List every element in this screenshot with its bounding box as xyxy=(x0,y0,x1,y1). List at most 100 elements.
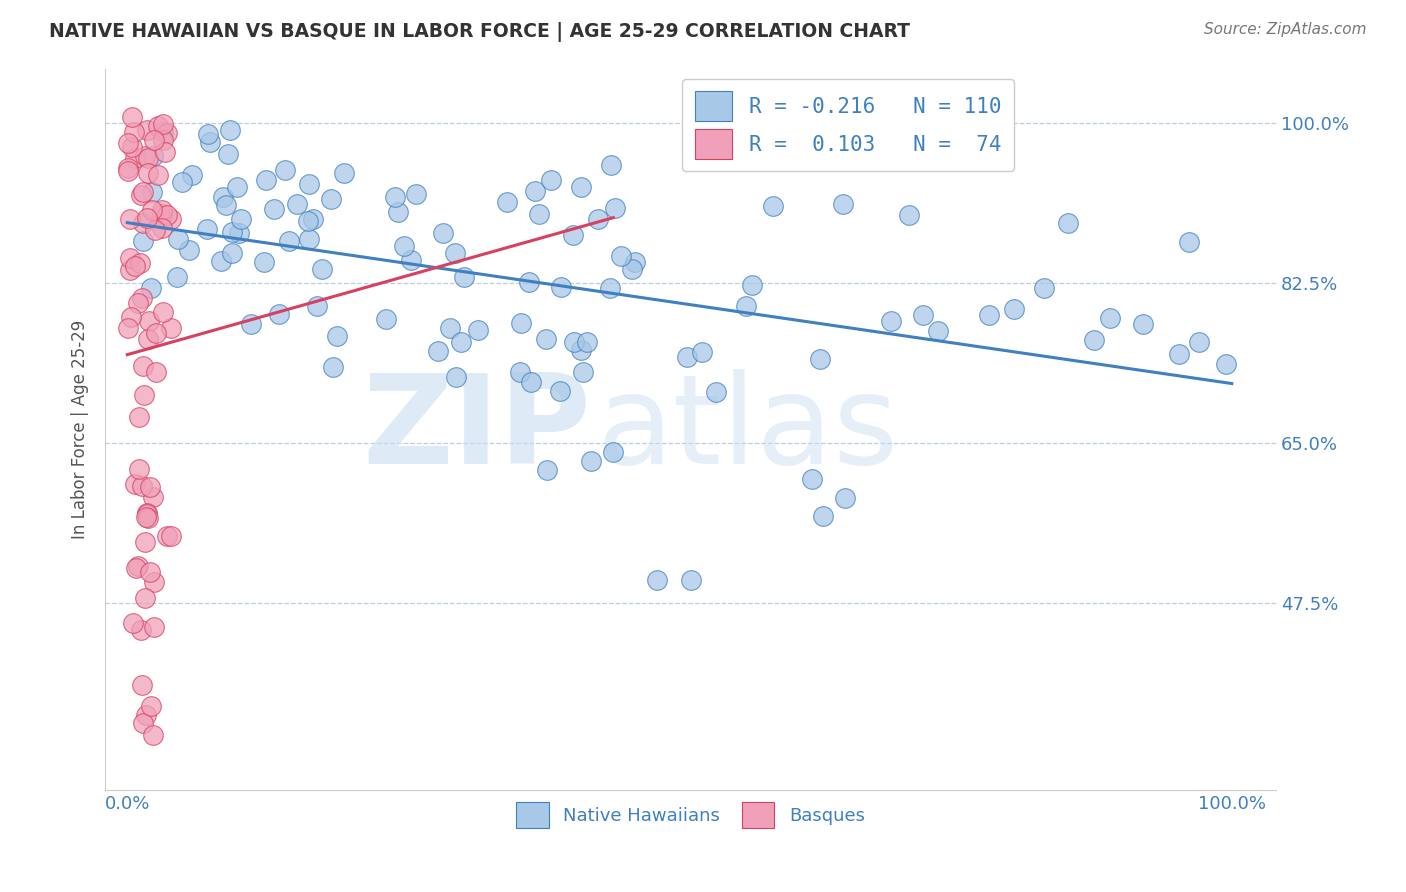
Point xyxy=(467,323,489,337)
Point xyxy=(298,178,321,192)
Point xyxy=(569,343,592,357)
Point xyxy=(529,207,551,221)
Point xyxy=(254,172,277,186)
Point xyxy=(879,314,901,328)
Point xyxy=(125,561,148,575)
Point xyxy=(576,335,599,350)
Point xyxy=(139,699,162,714)
Point xyxy=(138,314,160,328)
Point xyxy=(561,227,583,242)
Point xyxy=(1178,235,1201,250)
Point xyxy=(120,310,142,324)
Point xyxy=(131,479,153,493)
Point xyxy=(333,165,356,179)
Point xyxy=(141,185,163,199)
Point xyxy=(762,199,785,213)
Point xyxy=(198,135,221,149)
Point xyxy=(550,280,572,294)
Point xyxy=(832,197,855,211)
Point xyxy=(142,149,165,163)
Point xyxy=(143,574,166,589)
Point xyxy=(124,477,146,491)
Point xyxy=(1132,317,1154,331)
Point xyxy=(132,216,155,230)
Point xyxy=(160,529,183,543)
Point xyxy=(450,334,472,349)
Point xyxy=(135,507,157,521)
Point xyxy=(136,151,159,165)
Point xyxy=(741,277,763,292)
Point xyxy=(166,270,188,285)
Point xyxy=(156,208,179,222)
Point xyxy=(131,678,153,692)
Point xyxy=(392,239,415,253)
Point xyxy=(121,111,143,125)
Point xyxy=(219,123,242,137)
Point xyxy=(897,208,920,222)
Point xyxy=(134,149,156,163)
Point xyxy=(121,140,143,154)
Point xyxy=(439,321,461,335)
Point xyxy=(132,186,155,200)
Point xyxy=(298,232,321,246)
Point xyxy=(120,211,142,226)
Point xyxy=(152,125,174,139)
Point xyxy=(135,507,157,521)
Point xyxy=(132,234,155,248)
Point xyxy=(139,281,162,295)
Point xyxy=(704,385,727,400)
Point xyxy=(152,207,174,221)
Point xyxy=(120,263,142,277)
Point xyxy=(444,370,467,384)
Point xyxy=(811,508,834,523)
Point xyxy=(676,350,699,364)
Point xyxy=(128,462,150,476)
Point xyxy=(1188,335,1211,350)
Point xyxy=(160,320,183,334)
Point xyxy=(1099,310,1122,325)
Point xyxy=(432,227,454,241)
Point xyxy=(129,256,152,270)
Point xyxy=(141,202,163,217)
Point xyxy=(399,253,422,268)
Point xyxy=(322,359,344,374)
Point xyxy=(128,410,150,425)
Point xyxy=(453,270,475,285)
Point xyxy=(142,728,165,742)
Point xyxy=(586,212,609,227)
Point xyxy=(1033,281,1056,295)
Point xyxy=(302,212,325,227)
Point xyxy=(146,168,169,182)
Point xyxy=(132,715,155,730)
Point xyxy=(127,559,149,574)
Y-axis label: In Labor Force | Age 25-29: In Labor Force | Age 25-29 xyxy=(72,319,89,539)
Point xyxy=(305,299,328,313)
Point xyxy=(801,472,824,486)
Point xyxy=(127,296,149,310)
Point xyxy=(212,190,235,204)
Point xyxy=(132,359,155,373)
Point xyxy=(834,491,856,505)
Point xyxy=(134,591,156,606)
Point xyxy=(138,480,160,494)
Point xyxy=(405,186,427,201)
Point xyxy=(647,573,669,587)
Point xyxy=(150,221,173,235)
Point xyxy=(599,281,621,295)
Point xyxy=(195,222,218,236)
Point xyxy=(135,509,157,524)
Text: ZIP: ZIP xyxy=(363,368,591,490)
Point xyxy=(240,317,263,331)
Point xyxy=(602,445,624,459)
Point xyxy=(221,246,243,260)
Point xyxy=(285,197,308,211)
Point xyxy=(1083,333,1105,347)
Point xyxy=(519,376,541,390)
Point xyxy=(135,122,157,136)
Point xyxy=(134,388,156,402)
Point xyxy=(278,234,301,248)
Point xyxy=(221,225,243,239)
Point xyxy=(621,262,644,277)
Point xyxy=(145,365,167,379)
Legend: Native Hawaiians, Basques: Native Hawaiians, Basques xyxy=(509,795,872,835)
